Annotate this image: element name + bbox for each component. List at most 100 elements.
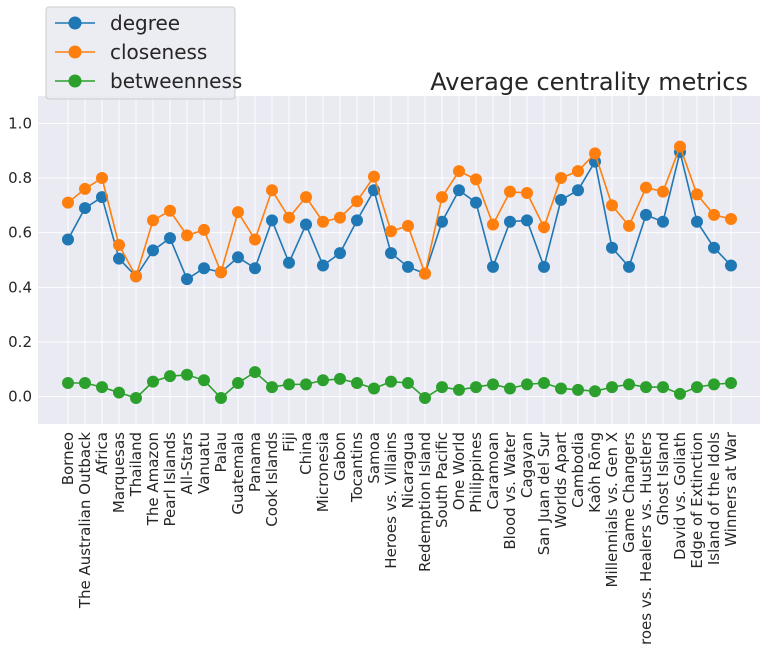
data-point: [708, 241, 720, 254]
x-tick-label: Micronesia: [314, 432, 332, 512]
data-point: [249, 262, 261, 275]
data-point: [436, 191, 448, 204]
data-point: [572, 165, 584, 178]
data-point: [691, 381, 703, 394]
x-tick-label: The Amazon: [144, 432, 162, 526]
data-point: [317, 259, 329, 272]
data-point: [368, 170, 380, 183]
x-tick-label: Cook Islands: [263, 432, 281, 527]
data-point: [113, 252, 125, 265]
data-point: [538, 221, 550, 234]
y-tick-label: 0.8: [8, 169, 32, 187]
data-point: [725, 377, 737, 389]
data-point: [317, 215, 329, 228]
data-point: [79, 202, 91, 215]
series-line: [68, 371, 732, 400]
y-tick-label: 1.0: [8, 114, 32, 132]
data-point: [470, 173, 482, 186]
data-point: [385, 247, 397, 260]
x-tick-label: Borneo: [59, 432, 77, 485]
data-point: [504, 215, 516, 228]
legend-marker: [68, 45, 82, 59]
x-tick-label: Gabon: [331, 432, 349, 481]
data-point: [538, 377, 550, 389]
series-closeness: [62, 140, 737, 283]
data-point: [266, 381, 278, 394]
data-point: [470, 196, 482, 209]
x-tick-label: Caramoan: [484, 432, 502, 510]
x-tick-label: Thailand: [127, 432, 145, 497]
data-point: [96, 381, 108, 394]
data-point: [555, 382, 567, 395]
data-point: [300, 218, 312, 231]
data-point: [504, 382, 516, 395]
data-point: [453, 165, 465, 178]
legend-box: [45, 6, 236, 100]
data-point: [130, 270, 142, 283]
legend-label: degree: [110, 11, 180, 35]
data-point: [640, 181, 652, 194]
x-tick-label: Game Changers: [620, 432, 638, 553]
legend-marker: [68, 16, 82, 30]
data-point: [623, 260, 635, 273]
data-point: [470, 381, 482, 394]
data-point: [487, 378, 499, 391]
data-point: [657, 381, 669, 394]
data-point: [96, 172, 108, 184]
data-point: [657, 215, 669, 228]
data-point: [691, 188, 703, 201]
legend-label: closeness: [110, 40, 207, 64]
x-tick-label: Winners at War: [722, 431, 740, 547]
x-tick-label: Millennials vs. Gen X: [603, 432, 621, 587]
data-point: [198, 374, 210, 387]
x-tick-label: Redemption Island: [416, 432, 434, 572]
x-tick-label: Fiji: [280, 432, 298, 452]
data-point: [351, 214, 363, 227]
data-point: [674, 387, 686, 400]
y-tick-label: 0.2: [8, 333, 32, 351]
data-point: [436, 381, 448, 394]
data-point: [266, 214, 278, 227]
data-point: [436, 215, 448, 228]
x-tick-label: China: [297, 432, 315, 475]
data-point: [181, 229, 193, 242]
data-point: [317, 374, 329, 387]
legend-item: degree: [55, 11, 180, 35]
series-line: [67, 151, 732, 281]
series-layer: [62, 140, 737, 405]
data-point: [113, 238, 125, 251]
data-point: [113, 386, 125, 399]
data-point: [725, 259, 737, 272]
x-tick-label: Island of the Idols: [705, 432, 723, 565]
x-tick-label: South Pacific: [433, 432, 451, 528]
data-point: [623, 378, 635, 391]
data-point: [487, 218, 499, 231]
x-tick-label: The Australian Outback: [76, 432, 94, 609]
x-tick-label: Vanuatu: [195, 432, 213, 494]
chart-title: Average centrality metrics: [430, 68, 748, 96]
data-point: [147, 244, 159, 257]
x-tick-label: Cambodia: [569, 432, 587, 508]
data-point: [334, 211, 346, 224]
data-point: [181, 368, 193, 381]
data-point: [96, 191, 108, 204]
x-tick-label: David vs. Goliath: [671, 432, 689, 560]
data-point: [708, 208, 720, 221]
data-point: [640, 208, 652, 221]
data-point: [283, 256, 295, 269]
x-tick-label: Heroes vs. Healers vs. Hustlers: [637, 432, 655, 646]
data-point: [215, 266, 227, 279]
data-point: [623, 219, 635, 232]
data-point: [453, 383, 465, 396]
y-axis-ticks: 0.0 0.2 0.4 0.6 0.8 1.0: [8, 114, 32, 405]
data-point: [572, 184, 584, 197]
x-tick-label: Heroes vs. Villains: [382, 432, 400, 569]
x-tick-label: All-Stars: [178, 432, 196, 495]
data-point: [606, 241, 618, 254]
x-tick-label: Philippines: [467, 432, 485, 513]
data-point: [606, 381, 618, 394]
x-tick-label: Worlds Apart: [552, 432, 570, 529]
x-tick-label: Cagayan: [518, 432, 536, 498]
x-tick-label: Marquesas: [110, 432, 128, 513]
